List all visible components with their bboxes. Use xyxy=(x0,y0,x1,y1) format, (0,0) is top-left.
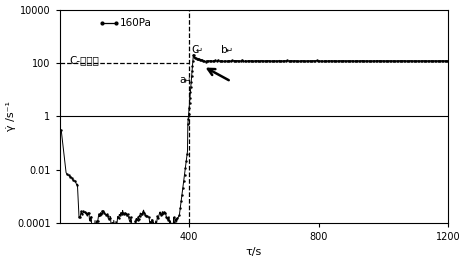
Text: b: b xyxy=(221,45,228,55)
Text: ↵: ↵ xyxy=(196,46,203,55)
X-axis label: τ/s: τ/s xyxy=(246,247,262,257)
Text: C: C xyxy=(192,45,199,55)
Text: ↵: ↵ xyxy=(183,76,190,85)
Text: 160Pa: 160Pa xyxy=(119,18,151,28)
Text: a: a xyxy=(179,75,186,85)
Text: ↵: ↵ xyxy=(226,46,233,55)
Text: C-屈服点: C-屈服点 xyxy=(69,55,99,65)
Y-axis label: γ̇ /s⁻¹: γ̇ /s⁻¹ xyxy=(6,101,15,131)
